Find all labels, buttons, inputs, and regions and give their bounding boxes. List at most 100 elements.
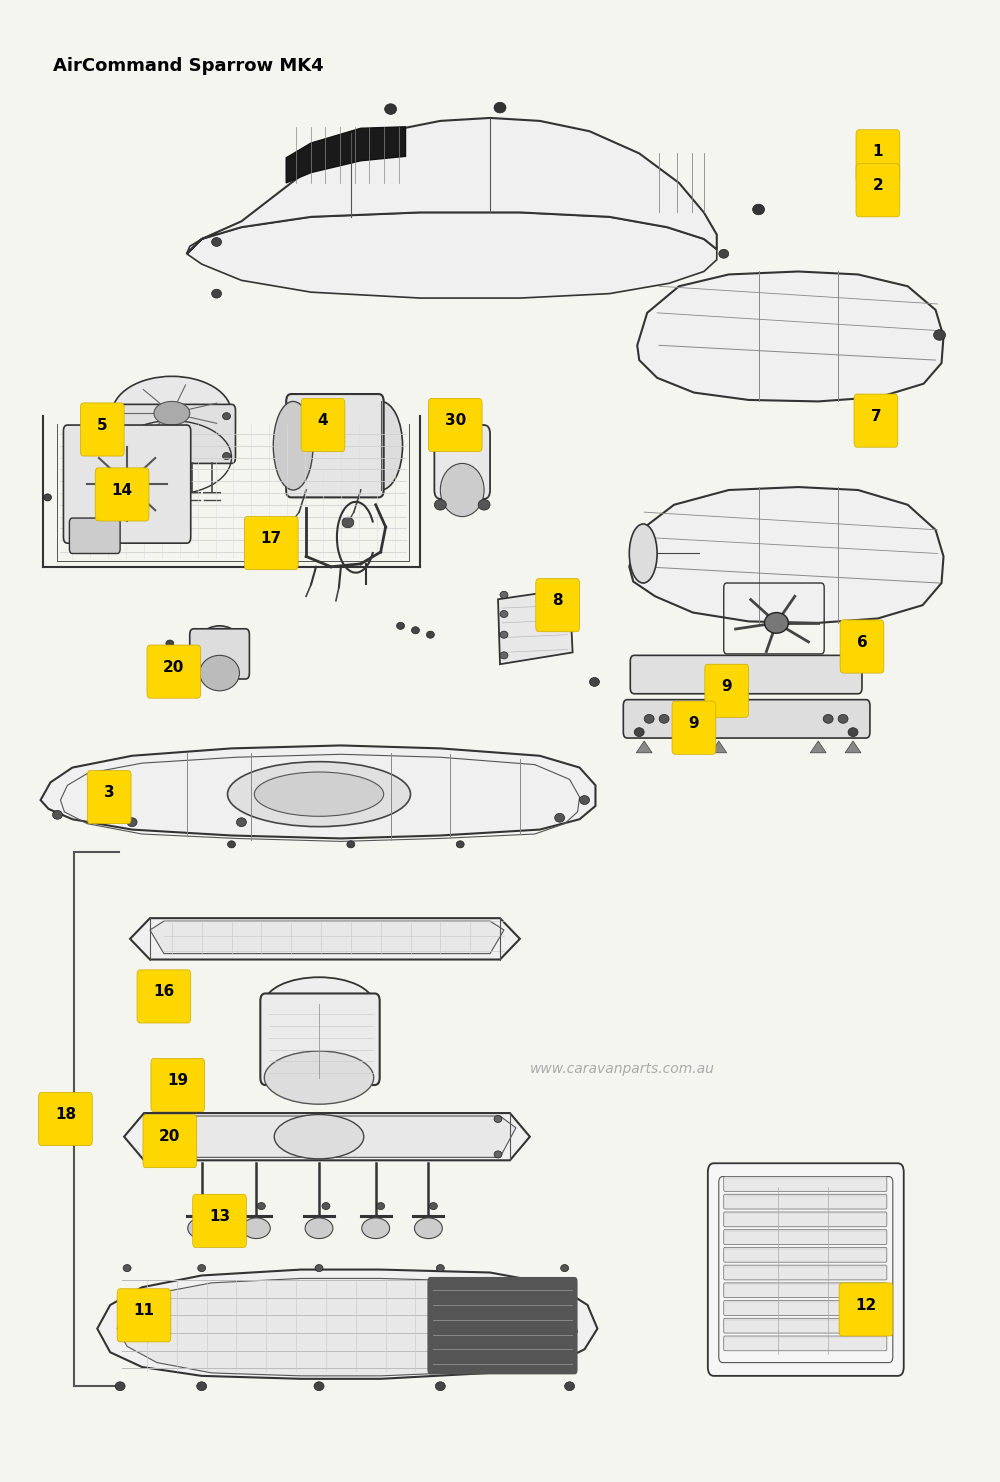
Ellipse shape [838, 714, 848, 723]
Ellipse shape [494, 102, 506, 113]
FancyBboxPatch shape [63, 425, 191, 544]
Text: 7: 7 [871, 409, 881, 424]
FancyBboxPatch shape [190, 628, 249, 679]
Text: 9: 9 [721, 679, 732, 694]
Ellipse shape [500, 611, 508, 618]
Ellipse shape [436, 1264, 444, 1272]
FancyBboxPatch shape [724, 1194, 887, 1209]
Ellipse shape [154, 402, 190, 425]
FancyBboxPatch shape [95, 468, 149, 522]
Ellipse shape [500, 652, 508, 659]
Polygon shape [187, 212, 717, 298]
Polygon shape [637, 271, 944, 402]
FancyBboxPatch shape [724, 1283, 887, 1298]
Text: 2: 2 [873, 178, 883, 193]
Ellipse shape [753, 657, 761, 664]
FancyBboxPatch shape [536, 578, 580, 631]
Ellipse shape [113, 412, 121, 419]
Ellipse shape [590, 677, 599, 686]
FancyBboxPatch shape [724, 1266, 887, 1280]
Polygon shape [117, 1279, 578, 1375]
Ellipse shape [52, 811, 62, 820]
Ellipse shape [634, 728, 644, 737]
Ellipse shape [305, 1218, 333, 1239]
Ellipse shape [426, 631, 434, 639]
FancyBboxPatch shape [151, 1058, 205, 1112]
Ellipse shape [200, 655, 239, 691]
Ellipse shape [254, 772, 384, 817]
FancyBboxPatch shape [286, 394, 384, 498]
FancyBboxPatch shape [147, 645, 201, 698]
FancyBboxPatch shape [839, 1283, 893, 1335]
FancyBboxPatch shape [630, 655, 862, 694]
Ellipse shape [494, 1116, 502, 1122]
FancyBboxPatch shape [854, 394, 898, 448]
Polygon shape [629, 488, 944, 622]
Ellipse shape [342, 517, 354, 528]
FancyBboxPatch shape [840, 619, 884, 673]
Ellipse shape [112, 376, 232, 451]
Text: 13: 13 [209, 1209, 230, 1224]
Polygon shape [124, 1113, 530, 1160]
FancyBboxPatch shape [143, 1114, 197, 1168]
Ellipse shape [362, 1218, 390, 1239]
Text: 14: 14 [112, 483, 133, 498]
FancyBboxPatch shape [39, 1092, 92, 1146]
Ellipse shape [166, 640, 174, 648]
FancyBboxPatch shape [724, 1177, 887, 1192]
FancyBboxPatch shape [724, 1230, 887, 1245]
Ellipse shape [435, 1381, 445, 1390]
Text: 30: 30 [445, 413, 466, 428]
Ellipse shape [737, 657, 745, 664]
Ellipse shape [659, 714, 669, 723]
FancyBboxPatch shape [856, 130, 900, 182]
Text: 8: 8 [552, 593, 563, 608]
Ellipse shape [112, 470, 142, 499]
Ellipse shape [500, 591, 508, 599]
Ellipse shape [153, 1116, 161, 1122]
Ellipse shape [753, 205, 765, 215]
Text: 11: 11 [133, 1303, 154, 1319]
Text: 12: 12 [855, 1298, 877, 1313]
Ellipse shape [359, 402, 403, 491]
Ellipse shape [314, 1381, 324, 1390]
Ellipse shape [377, 1202, 385, 1209]
Polygon shape [130, 919, 520, 959]
Ellipse shape [273, 402, 313, 491]
Ellipse shape [153, 1152, 161, 1157]
Text: 1: 1 [873, 144, 883, 160]
Ellipse shape [212, 237, 222, 246]
Ellipse shape [580, 796, 590, 805]
Ellipse shape [264, 1051, 374, 1104]
Ellipse shape [440, 464, 484, 517]
Ellipse shape [769, 657, 776, 664]
Ellipse shape [629, 525, 657, 582]
Ellipse shape [411, 627, 419, 634]
FancyBboxPatch shape [87, 771, 131, 824]
Ellipse shape [934, 329, 946, 341]
Ellipse shape [44, 494, 52, 501]
FancyBboxPatch shape [856, 163, 900, 216]
Polygon shape [498, 588, 573, 664]
Ellipse shape [236, 818, 246, 827]
FancyBboxPatch shape [724, 1301, 887, 1316]
Text: 17: 17 [261, 531, 282, 547]
FancyBboxPatch shape [724, 1248, 887, 1263]
Ellipse shape [322, 1202, 330, 1209]
Ellipse shape [500, 631, 508, 639]
Text: 18: 18 [55, 1107, 76, 1122]
Ellipse shape [223, 452, 231, 459]
Ellipse shape [197, 1381, 207, 1390]
Ellipse shape [166, 664, 174, 671]
FancyBboxPatch shape [434, 425, 490, 499]
Polygon shape [187, 119, 717, 253]
Ellipse shape [228, 762, 411, 827]
Ellipse shape [192, 625, 247, 685]
Polygon shape [286, 127, 406, 182]
Ellipse shape [203, 1202, 211, 1209]
Ellipse shape [385, 104, 397, 114]
FancyBboxPatch shape [724, 1319, 887, 1332]
Ellipse shape [561, 1264, 569, 1272]
Ellipse shape [765, 612, 788, 633]
Ellipse shape [429, 1202, 437, 1209]
